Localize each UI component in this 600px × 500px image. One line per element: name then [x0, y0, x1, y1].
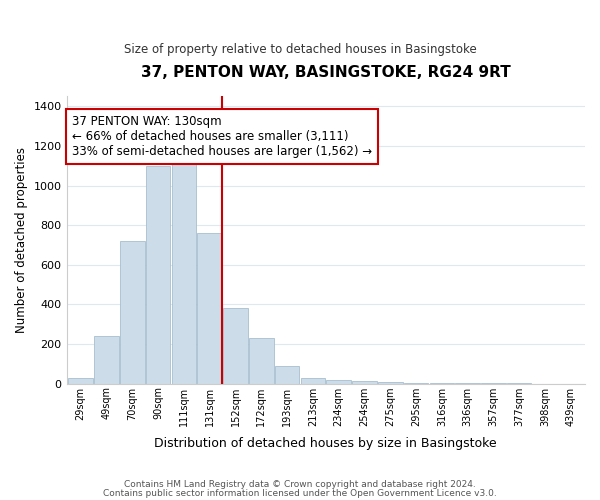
Bar	[404, 382, 428, 384]
Text: Size of property relative to detached houses in Basingstoke: Size of property relative to detached ho…	[124, 42, 476, 56]
Text: 37 PENTON WAY: 130sqm
← 66% of detached houses are smaller (3,111)
33% of semi-d: 37 PENTON WAY: 130sqm ← 66% of detached …	[72, 115, 372, 158]
Y-axis label: Number of detached properties: Number of detached properties	[15, 147, 28, 333]
Bar	[326, 380, 351, 384]
Bar	[94, 336, 119, 384]
Bar	[275, 366, 299, 384]
Bar	[249, 338, 274, 384]
Bar	[301, 378, 325, 384]
Bar	[378, 382, 403, 384]
Bar	[430, 383, 454, 384]
Bar	[68, 378, 93, 384]
Bar	[197, 233, 222, 384]
Title: 37, PENTON WAY, BASINGSTOKE, RG24 9RT: 37, PENTON WAY, BASINGSTOKE, RG24 9RT	[141, 65, 511, 80]
Bar	[223, 308, 248, 384]
Text: Contains public sector information licensed under the Open Government Licence v3: Contains public sector information licen…	[103, 488, 497, 498]
Bar	[172, 162, 196, 384]
Bar	[120, 241, 145, 384]
Bar	[352, 380, 377, 384]
X-axis label: Distribution of detached houses by size in Basingstoke: Distribution of detached houses by size …	[154, 437, 497, 450]
Bar	[146, 166, 170, 384]
Text: Contains HM Land Registry data © Crown copyright and database right 2024.: Contains HM Land Registry data © Crown c…	[124, 480, 476, 489]
